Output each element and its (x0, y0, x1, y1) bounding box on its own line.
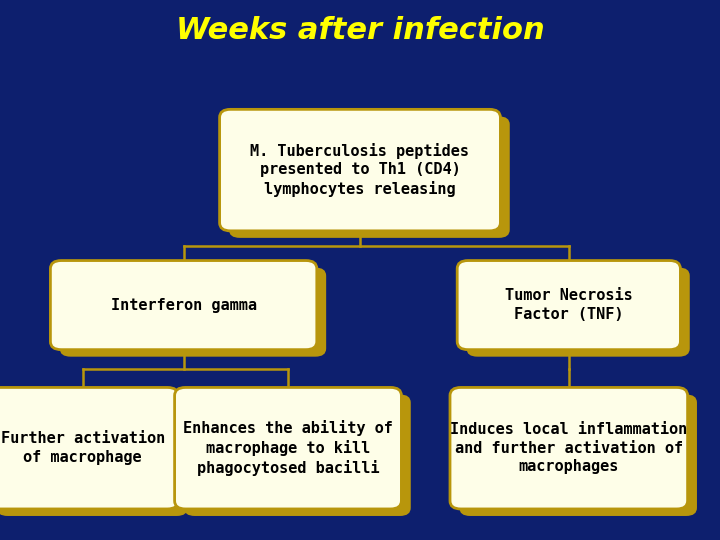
FancyBboxPatch shape (175, 388, 402, 509)
FancyBboxPatch shape (0, 388, 179, 509)
Text: Weeks after infection: Weeks after infection (176, 16, 544, 45)
FancyBboxPatch shape (50, 261, 317, 350)
Text: Interferon gamma: Interferon gamma (111, 298, 256, 313)
Text: Enhances the ability of
macrophage to kill
phagocytosed bacilli: Enhances the ability of macrophage to ki… (183, 420, 393, 476)
FancyBboxPatch shape (457, 261, 680, 350)
FancyBboxPatch shape (229, 117, 510, 238)
FancyBboxPatch shape (459, 394, 697, 516)
Text: Tumor Necrosis
Factor (TNF): Tumor Necrosis Factor (TNF) (505, 288, 633, 322)
Text: M. Tuberculosis peptides
presented to Th1 (CD4)
lymphocytes releasing: M. Tuberculosis peptides presented to Th… (251, 143, 469, 197)
Text: Induces local inflammation
and further activation of
macrophages: Induces local inflammation and further a… (450, 422, 688, 474)
FancyBboxPatch shape (0, 394, 187, 516)
FancyBboxPatch shape (184, 394, 410, 516)
FancyBboxPatch shape (450, 388, 688, 509)
FancyBboxPatch shape (467, 268, 690, 357)
FancyBboxPatch shape (60, 268, 326, 357)
FancyBboxPatch shape (220, 109, 500, 231)
Text: Further activation
of macrophage: Further activation of macrophage (1, 431, 165, 465)
